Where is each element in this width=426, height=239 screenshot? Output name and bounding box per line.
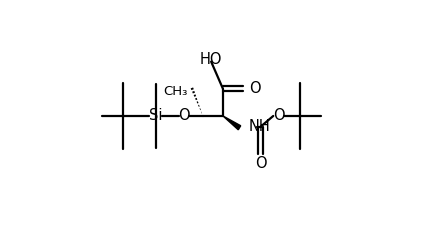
Text: O: O: [248, 81, 260, 96]
Text: O: O: [254, 156, 266, 171]
Text: O: O: [178, 109, 189, 124]
Text: O: O: [272, 109, 284, 124]
Text: Si: Si: [149, 109, 162, 124]
Text: CH₃: CH₃: [163, 85, 187, 98]
Text: HO: HO: [199, 52, 222, 67]
Text: NH: NH: [248, 119, 269, 134]
Polygon shape: [222, 116, 240, 130]
